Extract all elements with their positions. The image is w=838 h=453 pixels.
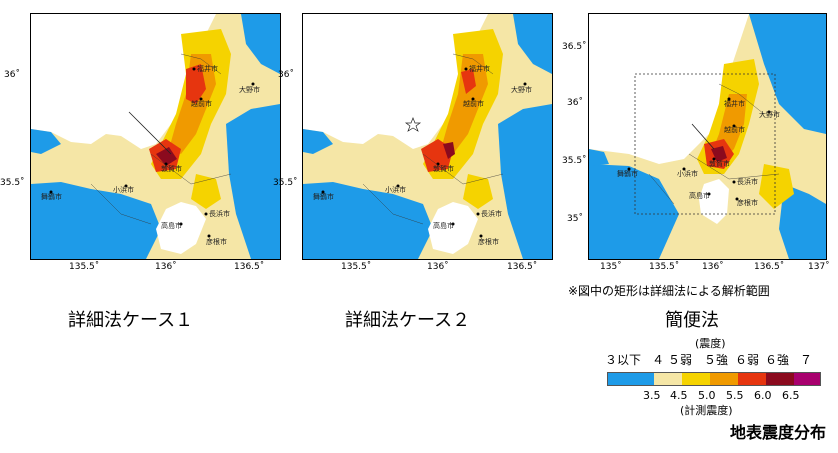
epicenter-star-icon	[404, 117, 422, 132]
city-label: 高島市	[161, 221, 182, 230]
city-label: 長浜市	[209, 209, 230, 218]
legend-value: 5.0	[698, 389, 716, 402]
city-label: 福井市	[724, 99, 745, 108]
map-panel-case1: 福井市 大野市 越前市 敦賀市 小浜市 舞鶴市 高島市 長浜市 彦根市	[30, 13, 281, 260]
city-label: 越前市	[463, 99, 484, 108]
city-label: 大野市	[239, 85, 260, 94]
y-tick: 35.5˚	[0, 178, 25, 188]
x-tick: 136.5˚	[754, 262, 785, 272]
legend-value: 4.5	[670, 389, 688, 402]
x-tick: 136˚	[427, 262, 449, 272]
y-tick: 36˚	[4, 70, 20, 80]
x-tick: 136˚	[702, 262, 724, 272]
x-tick: 135.5˚	[341, 262, 372, 272]
y-tick: 36˚	[278, 70, 294, 80]
map-panel-simplified: 福井市 大野市 越前市 敦賀市 小浜市 舞鶴市 高島市 長浜市 彦根市	[588, 13, 827, 260]
city-label: 福井市	[197, 64, 218, 73]
legend-swatch	[794, 373, 820, 385]
y-tick: 35.5˚	[273, 178, 298, 188]
city-label: 高島市	[689, 191, 710, 200]
city-label: 小浜市	[677, 169, 698, 178]
analysis-area-rectangle	[634, 73, 776, 215]
x-tick: 137˚	[808, 262, 830, 272]
legend-measured-label: (計測震度)	[680, 404, 733, 417]
city-label: 大野市	[511, 85, 532, 94]
legend-swatch	[766, 373, 794, 385]
legend-class: ５弱	[668, 353, 693, 367]
y-tick: 36˚	[567, 98, 583, 108]
city-label: 大野市	[759, 110, 780, 119]
city-label: 越前市	[191, 99, 212, 108]
legend-class: ３以下	[605, 353, 642, 367]
map-panel-case2: 福井市 大野市 越前市 敦賀市 小浜市 舞鶴市 高島市 長浜市 彦根市	[302, 13, 553, 260]
city-label: 長浜市	[737, 177, 758, 186]
y-tick: 35˚	[567, 214, 583, 224]
city-label: 舞鶴市	[617, 169, 638, 178]
y-tick: 36.5˚	[562, 42, 587, 52]
city-markers: 福井市 大野市 越前市 敦賀市 小浜市 舞鶴市 高島市 長浜市 彦根市	[41, 64, 260, 246]
legend-class: ５強	[704, 353, 729, 367]
legend-swatch	[710, 373, 738, 385]
city-label: 小浜市	[385, 185, 406, 194]
legend-swatch	[738, 373, 766, 385]
city-label: 舞鶴市	[313, 192, 334, 201]
city-label: 長浜市	[481, 209, 502, 218]
x-tick: 135.5˚	[649, 262, 680, 272]
city-label: 敦賀市	[433, 164, 454, 173]
city-label: 彦根市	[206, 237, 227, 246]
panel-title-simplified: 簡便法	[665, 310, 719, 331]
x-tick: 135˚	[600, 262, 622, 272]
legend-class: ４	[652, 353, 665, 367]
city-label: 小浜市	[113, 185, 134, 194]
city-label: 高島市	[433, 221, 454, 230]
city-label: 越前市	[724, 125, 745, 134]
city-label: 敦賀市	[161, 164, 182, 173]
legend-class: ６強	[765, 353, 790, 367]
legend-value: 5.5	[726, 389, 744, 402]
x-tick: 136.5˚	[234, 262, 265, 272]
x-tick: 135.5˚	[69, 262, 100, 272]
city-label: 敦賀市	[709, 159, 730, 168]
legend-value: 6.5	[782, 389, 800, 402]
city-label: 舞鶴市	[41, 192, 62, 201]
legend-value: 3.5	[643, 389, 661, 402]
legend-swatch	[654, 373, 682, 385]
legend-intensity-label: (震度)	[695, 337, 726, 350]
city-label: 彦根市	[478, 237, 499, 246]
figure-title: 地表震度分布	[729, 423, 826, 442]
city-markers: 福井市 大野市 越前市 敦賀市 小浜市 舞鶴市 高島市 長浜市 彦根市	[313, 64, 532, 246]
legend-value: 6.0	[754, 389, 772, 402]
panel-title-case2: 詳細法ケース２	[345, 310, 471, 331]
x-tick: 136˚	[155, 262, 177, 272]
legend-class: ７	[800, 353, 813, 367]
analysis-area-note: ※図中の矩形は詳細法による解析範囲	[568, 284, 770, 298]
x-tick: 136.5˚	[507, 262, 538, 272]
legend-swatch	[682, 373, 710, 385]
city-label: 福井市	[469, 64, 490, 73]
legend-class: ６弱	[735, 353, 760, 367]
legend-color-bar	[607, 372, 821, 386]
y-tick: 35.5˚	[562, 156, 587, 166]
city-label: 彦根市	[737, 198, 758, 207]
city-markers: 福井市 大野市 越前市 敦賀市 小浜市 舞鶴市 高島市 長浜市 彦根市	[617, 97, 780, 207]
panel-title-case1: 詳細法ケース１	[68, 310, 194, 331]
legend-swatch	[608, 373, 654, 385]
